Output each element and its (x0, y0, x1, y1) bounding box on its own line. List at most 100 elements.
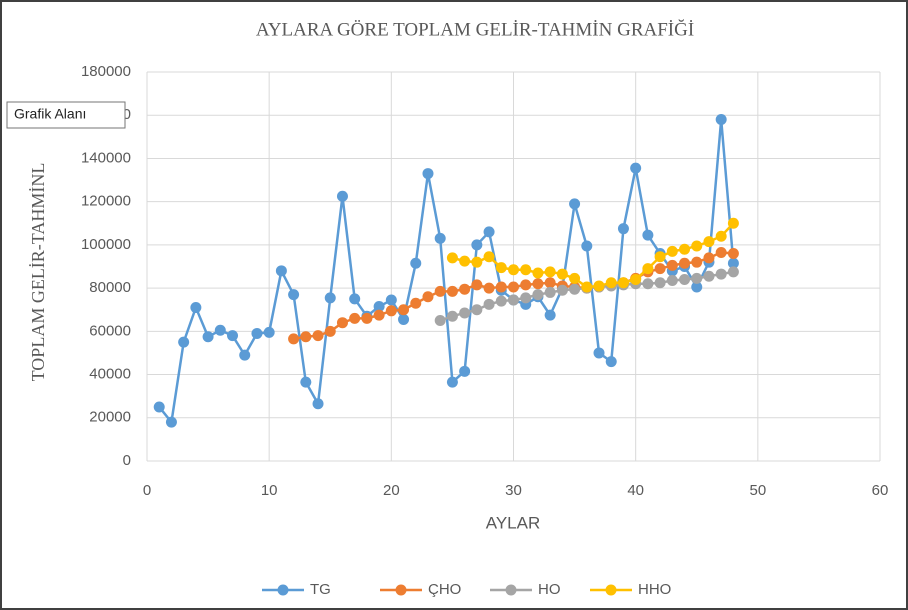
data-point (361, 312, 373, 324)
data-point (312, 398, 324, 410)
x-tick-label: 10 (261, 482, 278, 499)
data-point (532, 267, 544, 279)
y-tick-label: 80000 (89, 279, 131, 296)
data-point (544, 266, 556, 278)
data-point (410, 297, 422, 309)
data-point (410, 257, 422, 269)
data-point (446, 252, 458, 264)
data-point (593, 347, 605, 359)
data-point (715, 230, 727, 242)
data-point (727, 257, 739, 269)
data-point (459, 307, 471, 319)
y-tick-label: 0 (123, 452, 131, 469)
data-point (691, 281, 703, 293)
data-point (581, 281, 593, 293)
data-point (569, 272, 581, 284)
data-point (446, 285, 458, 297)
data-point (532, 278, 544, 290)
data-point (532, 289, 544, 301)
data-point (556, 284, 568, 296)
data-point (679, 257, 691, 269)
legend-marker (605, 584, 617, 596)
data-point (422, 168, 434, 180)
data-point (459, 255, 471, 267)
plot-area: 0 20000 40000 60000 80000 100000 120000 140000 1… (81, 63, 888, 499)
data-point (202, 331, 214, 343)
x-tick-label: 50 (749, 482, 766, 499)
data-point (165, 416, 177, 428)
tooltip-box (6, 101, 126, 129)
data-point (605, 356, 617, 368)
y-tick-label: 180000 (81, 63, 131, 80)
legend-label: HHO (638, 581, 671, 598)
data-point (190, 302, 202, 314)
data-point (446, 376, 458, 388)
data-point (483, 298, 495, 310)
data-point (654, 263, 666, 275)
data-point (642, 278, 654, 290)
data-point (727, 217, 739, 229)
data-point (495, 262, 507, 274)
x-tick-label: 60 (872, 482, 889, 499)
data-point (483, 251, 495, 263)
data-point (324, 325, 336, 337)
data-point (227, 330, 239, 342)
data-point (715, 268, 727, 280)
data-point (508, 294, 519, 306)
chart-title: AYLARA GÖRE TOPLAM GELİR-TAHMİN GRAFİĞİ (256, 18, 694, 40)
y-axis-label: TOPLAM GELİR-TAHMİNL (28, 163, 48, 382)
data-point (666, 245, 678, 257)
data-point (727, 266, 739, 278)
data-point (239, 349, 251, 361)
data-point (508, 264, 519, 276)
legend-marker (395, 584, 407, 596)
data-point (471, 304, 483, 316)
data-point (520, 264, 532, 276)
x-axis-label: AYLAR (486, 513, 541, 532)
data-point (153, 401, 165, 413)
data-point (459, 365, 471, 377)
data-point (703, 236, 715, 248)
data-point (495, 295, 507, 307)
data-point (373, 309, 385, 321)
data-point (336, 190, 348, 202)
data-point (385, 305, 397, 317)
data-point (398, 313, 410, 325)
legend: TG ÇHO HO HHO (262, 581, 671, 598)
data-point (275, 265, 287, 277)
data-point (483, 282, 495, 294)
data-point (569, 198, 581, 210)
data-point (691, 272, 703, 284)
x-tick-label: 0 (143, 482, 151, 499)
data-point (288, 333, 300, 345)
legend-label: HO (538, 581, 561, 598)
data-point (679, 273, 691, 285)
y-tick-label: 20000 (89, 409, 131, 426)
data-point (691, 256, 703, 268)
data-point (251, 327, 263, 339)
tooltip: Grafik Alanı (6, 101, 126, 129)
y-tick-label: 120000 (81, 193, 131, 210)
data-point (373, 300, 385, 312)
data-point (520, 292, 532, 304)
data-point (300, 376, 312, 388)
data-point (715, 114, 727, 126)
data-point (508, 281, 519, 293)
data-point (471, 256, 483, 268)
data-point (605, 277, 617, 289)
data-point (471, 279, 483, 291)
y-tick-label: 40000 (89, 366, 131, 383)
data-point (214, 324, 226, 336)
data-point (642, 229, 654, 241)
data-point (703, 252, 715, 264)
y-tick-label: 140000 (81, 149, 131, 166)
data-point (630, 273, 642, 285)
data-point (556, 268, 568, 280)
data-point (679, 243, 691, 255)
data-point (349, 312, 361, 324)
data-point (178, 336, 190, 348)
data-point (434, 285, 446, 297)
data-point (630, 162, 642, 174)
